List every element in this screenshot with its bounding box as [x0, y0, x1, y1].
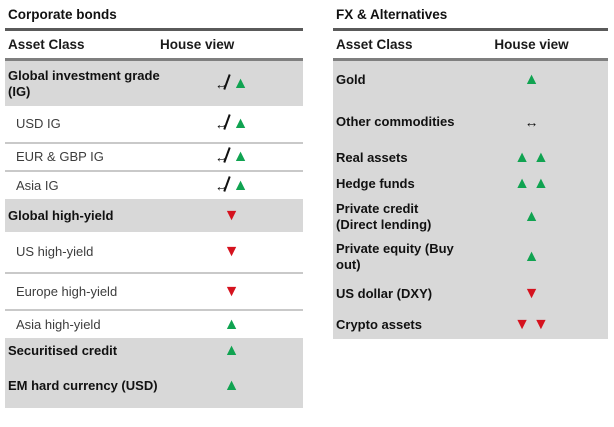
- house-view-indicator: ▲ ▲: [455, 176, 608, 192]
- table-row: Asia IG ↔ ▲: [5, 172, 303, 199]
- table-row: USD IG ↔ ▲: [5, 106, 303, 144]
- asset-class-label: Global high-yield: [8, 207, 114, 223]
- asset-class-label: Europe high-yield: [16, 283, 118, 299]
- column-header-house-view: House view: [160, 37, 235, 52]
- neutral-arrow-icon: ↔: [524, 114, 539, 130]
- crossed-neutral-arrow-icon: ↔: [214, 116, 229, 132]
- down-triangle-icon: ▼: [523, 285, 540, 302]
- column-header-asset-class: Asset Class: [8, 37, 85, 52]
- asset-class-label: EUR & GBP IG: [16, 149, 104, 164]
- up-triangle-icon: ▲: [232, 148, 249, 165]
- house-view-indicator: ↔: [455, 115, 608, 129]
- asset-class-label: Private equity (Buy out): [336, 241, 454, 272]
- table-row: Securitised credit ▲: [5, 338, 303, 364]
- up-triangle-icon: ▲: [232, 115, 249, 132]
- up-triangle-icon: ▲: [223, 377, 240, 394]
- asset-class-label: Other commodities: [336, 114, 455, 129]
- house-view-indicator: ▼ ▼: [455, 317, 608, 333]
- up-triangle-icon: ▲: [533, 175, 549, 192]
- table-body-fx-alternatives: Gold ▲ Other commodities ↔ Real assets ▲ ▲ Hedg…: [333, 61, 608, 339]
- column-header-asset-class: Asset Class: [336, 37, 413, 52]
- crossed-neutral-arrow-icon: ↔: [214, 75, 229, 92]
- up-triangle-icon: ▲: [514, 149, 530, 166]
- crossed-neutral-arrow-icon: ↔: [214, 177, 229, 194]
- asset-class-label: Crypto assets: [336, 317, 422, 332]
- table-title-corporate-bonds: Corporate bonds: [5, 0, 303, 31]
- crossed-neutral-arrow-icon: ↔: [214, 149, 229, 165]
- asset-class-label: Global investment grade (IG): [8, 67, 160, 99]
- table-row: Real assets ▲ ▲: [333, 145, 608, 171]
- asset-class-label: Asia IG: [16, 177, 59, 193]
- up-triangle-icon: ▲: [223, 315, 240, 333]
- table-row: Other commodities ↔: [333, 99, 608, 145]
- house-view-indicator: ▼: [160, 244, 303, 260]
- down-triangle-icon: ▼: [514, 316, 530, 333]
- table-title-fx-alternatives: FX & Alternatives: [333, 0, 608, 31]
- asset-class-label: USD IG: [16, 116, 61, 131]
- down-triangle-icon: ▼: [533, 316, 549, 333]
- house-view-indicator: ▼: [160, 206, 303, 224]
- house-view-indicator: ▲: [455, 72, 608, 88]
- up-triangle-icon: ▲: [523, 248, 540, 265]
- asset-class-label: Real assets: [336, 150, 408, 165]
- up-triangle-icon: ▲: [223, 342, 240, 359]
- table-header: Asset Class House view: [5, 31, 303, 61]
- asset-class-label: Gold: [336, 72, 366, 87]
- up-triangle-icon: ▲: [232, 74, 249, 92]
- up-triangle-icon: ▲: [232, 176, 249, 194]
- house-view-indicator: ▲: [160, 315, 303, 333]
- house-view-indicator: ↔ ▲: [160, 116, 303, 132]
- table-fx-alternatives: FX & Alternatives Asset Class House view…: [333, 0, 608, 339]
- house-view-indicator: ▲: [160, 343, 303, 359]
- asset-class-label: Private credit (Direct lending): [336, 201, 432, 232]
- asset-class-label: US high-yield: [16, 244, 94, 259]
- table-row: EM hard currency (USD) ▲: [5, 364, 303, 408]
- table-row: Private equity (Buy out) ▲: [333, 237, 608, 277]
- column-header-house-view: House view: [494, 37, 569, 52]
- table-row: Asia high-yield ▲: [5, 311, 303, 338]
- up-triangle-icon: ▲: [523, 71, 540, 88]
- down-triangle-icon: ▼: [223, 206, 240, 224]
- table-row: Global investment grade (IG) ↔ ▲: [5, 61, 303, 106]
- asset-class-label: Hedge funds: [336, 176, 415, 191]
- asset-class-label: US dollar (DXY): [336, 286, 433, 301]
- table-row: Hedge funds ▲ ▲: [333, 171, 608, 197]
- asset-class-label: Asia high-yield: [16, 316, 101, 332]
- house-view-indicator: ▼: [455, 286, 608, 302]
- table-row: Global high-yield ▼: [5, 199, 303, 232]
- up-triangle-icon: ▲: [523, 208, 540, 225]
- table-row: Private credit (Direct lending) ▲: [333, 197, 608, 237]
- house-view-indicator: ↔ ▲: [160, 176, 303, 194]
- house-view-indicator: ▼: [160, 282, 303, 300]
- asset-class-label: Securitised credit: [8, 343, 118, 358]
- table-row: Europe high-yield ▼: [5, 274, 303, 311]
- up-triangle-icon: ▲: [514, 175, 530, 192]
- table-row: Crypto assets ▼ ▼: [333, 311, 608, 339]
- up-triangle-icon: ▲: [533, 149, 549, 166]
- house-view-indicator: ▲ ▲: [455, 150, 608, 166]
- house-view-indicator: ▲: [455, 209, 608, 225]
- table-header: Asset Class House view: [333, 31, 608, 61]
- asset-class-label: EM hard currency (USD): [8, 378, 158, 393]
- table-row: US dollar (DXY) ▼: [333, 277, 608, 311]
- table-body-corporate-bonds: Global investment grade (IG) ↔ ▲ USD IG ↔ ▲ EU…: [5, 61, 303, 408]
- down-triangle-icon: ▼: [223, 282, 240, 300]
- house-view-indicator: ▲: [455, 249, 608, 265]
- table-row: Gold ▲: [333, 61, 608, 99]
- table-row: EUR & GBP IG ↔ ▲: [5, 144, 303, 172]
- table-row: US high-yield ▼: [5, 232, 303, 274]
- house-view-indicator: ↔ ▲: [160, 74, 303, 92]
- house-view-indicator: ▲: [160, 378, 303, 394]
- table-corporate-bonds: Corporate bonds Asset Class House view G…: [5, 0, 303, 408]
- down-triangle-icon: ▼: [223, 243, 240, 260]
- house-view-indicator: ↔ ▲: [160, 149, 303, 165]
